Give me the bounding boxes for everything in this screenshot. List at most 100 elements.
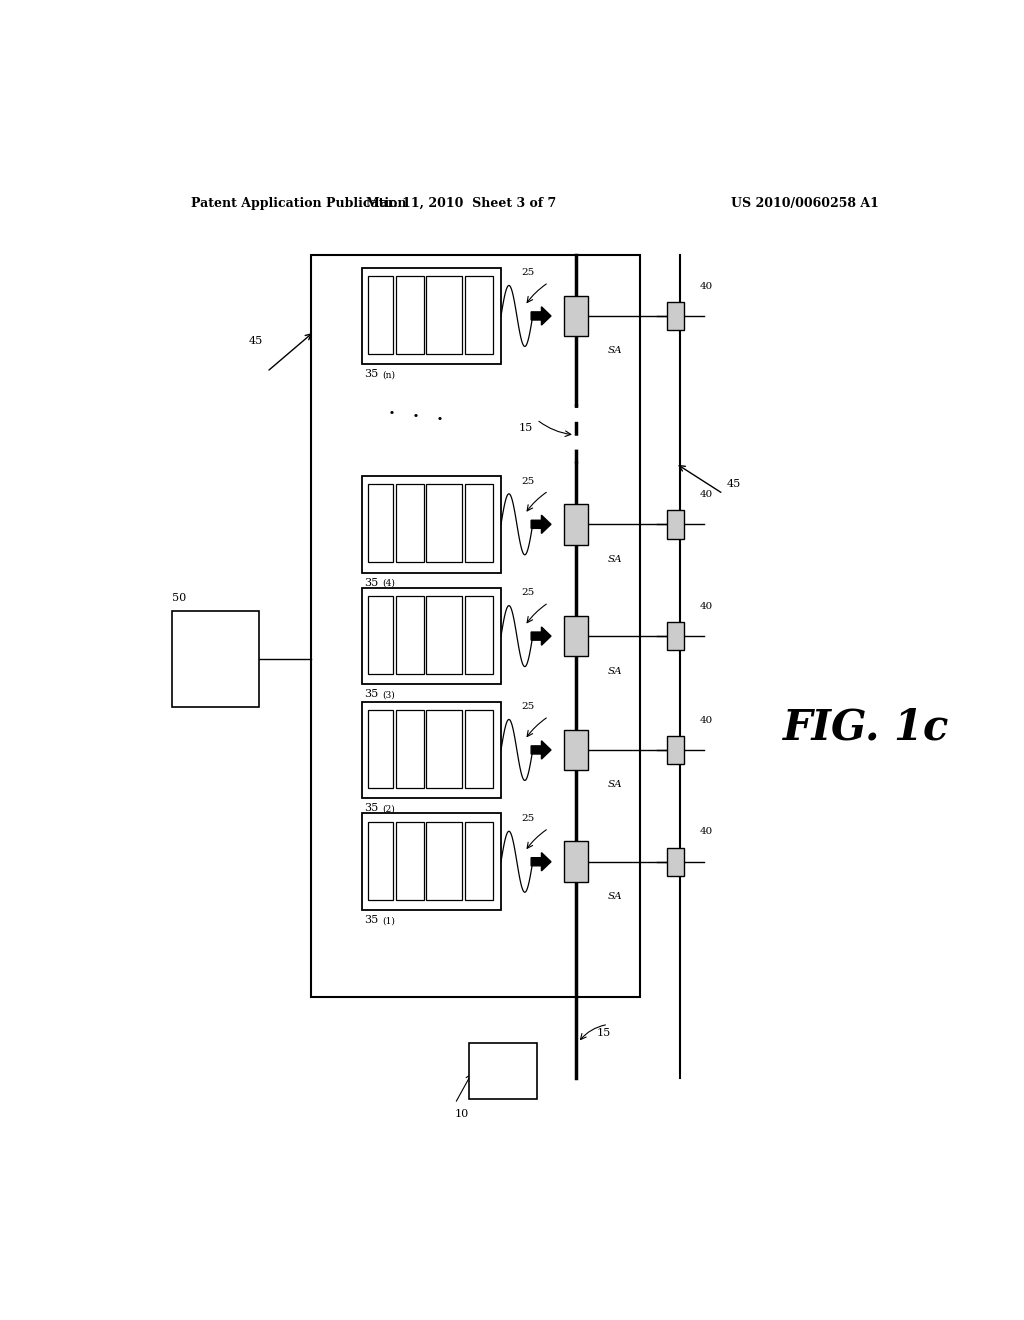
Text: MC: MC — [402, 312, 417, 319]
Bar — [310, 255, 640, 997]
Bar — [426, 710, 463, 788]
Text: Automatic Testing: Automatic Testing — [180, 655, 250, 663]
Text: EL: EL — [473, 744, 484, 752]
Text: SA: SA — [608, 780, 623, 789]
Text: 50: 50 — [172, 593, 186, 602]
Bar — [667, 847, 684, 876]
Text: Patent Application Publication: Patent Application Publication — [191, 197, 407, 210]
Text: 35: 35 — [364, 689, 378, 700]
Text: 25: 25 — [521, 702, 535, 711]
Text: 35: 35 — [364, 915, 378, 925]
FancyArrow shape — [531, 306, 551, 325]
Text: CS: CS — [375, 519, 386, 527]
Text: SA: SA — [608, 892, 623, 902]
FancyArrow shape — [531, 515, 551, 533]
Bar — [396, 821, 424, 900]
Bar — [426, 595, 463, 675]
Bar — [667, 735, 684, 764]
Text: (1): (1) — [382, 916, 395, 925]
Text: CS: CS — [375, 744, 386, 752]
Text: Controller: Controller — [196, 682, 234, 690]
Bar — [667, 302, 684, 330]
Bar — [368, 484, 393, 562]
Text: 25: 25 — [521, 814, 535, 824]
Text: (2): (2) — [382, 804, 394, 813]
Bar — [667, 510, 684, 539]
Bar — [564, 841, 588, 882]
Text: MEM: MEM — [433, 744, 456, 752]
Text: MC: MC — [402, 857, 417, 865]
Text: 40: 40 — [700, 490, 714, 499]
Text: 45: 45 — [249, 337, 263, 346]
Text: 35: 35 — [364, 804, 378, 813]
Bar — [465, 484, 494, 562]
Bar — [368, 710, 393, 788]
Text: MEM: MEM — [433, 519, 456, 527]
Bar — [362, 587, 501, 684]
Bar — [465, 276, 494, 354]
Text: 45: 45 — [727, 479, 741, 488]
Bar — [426, 276, 463, 354]
Text: MC: MC — [402, 631, 417, 639]
Bar — [564, 615, 588, 656]
Text: 10: 10 — [455, 1109, 468, 1119]
Text: 40: 40 — [700, 602, 714, 611]
Text: MC: MC — [402, 744, 417, 752]
Text: Power: Power — [487, 1060, 518, 1068]
Bar — [396, 710, 424, 788]
Bar — [564, 504, 588, 545]
Bar — [362, 268, 501, 364]
Text: Mar. 11, 2010  Sheet 3 of 7: Mar. 11, 2010 Sheet 3 of 7 — [367, 197, 556, 210]
Bar — [362, 477, 501, 573]
FancyArrow shape — [531, 853, 551, 871]
Text: (4): (4) — [382, 578, 395, 587]
Text: 40: 40 — [700, 281, 714, 290]
Bar — [667, 622, 684, 651]
Text: MEM: MEM — [433, 857, 456, 865]
Bar — [368, 821, 393, 900]
Bar — [465, 710, 494, 788]
Text: CS: CS — [375, 857, 386, 865]
Bar — [368, 276, 393, 354]
Text: CS: CS — [375, 631, 386, 639]
Text: EL: EL — [473, 631, 484, 639]
Text: SA: SA — [608, 554, 623, 564]
Bar — [362, 813, 501, 909]
Bar — [396, 276, 424, 354]
Text: MEM: MEM — [433, 312, 456, 319]
Bar — [362, 702, 501, 799]
Text: 35: 35 — [364, 578, 378, 587]
Bar — [396, 595, 424, 675]
Bar — [368, 595, 393, 675]
Text: FIG. 1c: FIG. 1c — [782, 706, 949, 748]
Text: .: . — [412, 399, 420, 422]
Text: CS: CS — [375, 312, 386, 319]
Text: 15: 15 — [596, 1027, 610, 1038]
Bar — [465, 595, 494, 675]
Text: (3): (3) — [382, 690, 394, 700]
Text: 15: 15 — [518, 422, 532, 433]
Bar — [564, 730, 588, 771]
Text: 25: 25 — [521, 477, 535, 486]
Text: Line: Line — [493, 1077, 514, 1086]
Text: .: . — [435, 403, 443, 425]
Text: SA: SA — [608, 667, 623, 676]
Bar — [426, 484, 463, 562]
Bar — [426, 821, 463, 900]
Text: 40: 40 — [700, 828, 714, 837]
Text: 40: 40 — [700, 715, 714, 725]
Text: .: . — [388, 396, 396, 418]
Bar — [469, 1043, 537, 1098]
Text: 25: 25 — [521, 589, 535, 598]
Text: EL: EL — [473, 312, 484, 319]
Text: EL: EL — [473, 857, 484, 865]
Text: (n): (n) — [382, 371, 395, 379]
Text: US 2010/0060258 A1: US 2010/0060258 A1 — [731, 197, 879, 210]
Bar — [172, 611, 259, 708]
FancyArrow shape — [531, 741, 551, 759]
Bar — [465, 821, 494, 900]
Text: SA: SA — [608, 346, 623, 355]
Text: 35: 35 — [364, 370, 378, 379]
FancyArrow shape — [531, 627, 551, 645]
Text: ATC: ATC — [204, 627, 227, 636]
